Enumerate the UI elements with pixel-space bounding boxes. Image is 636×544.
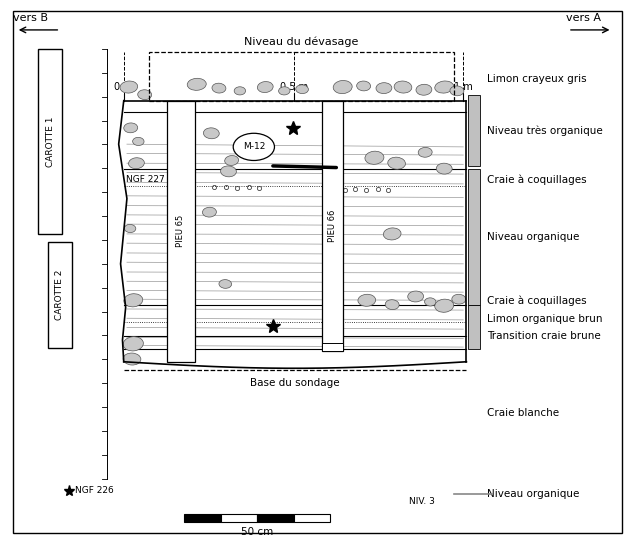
Bar xyxy=(167,101,195,362)
Text: 0 m: 0 m xyxy=(114,83,133,92)
Ellipse shape xyxy=(202,207,216,217)
Ellipse shape xyxy=(388,157,406,169)
Text: Limon organique brun: Limon organique brun xyxy=(487,314,603,324)
Text: NGF 227: NGF 227 xyxy=(126,175,164,184)
Ellipse shape xyxy=(123,353,141,365)
Ellipse shape xyxy=(221,166,237,177)
Ellipse shape xyxy=(279,86,290,95)
Ellipse shape xyxy=(435,81,453,93)
Ellipse shape xyxy=(425,298,436,306)
Text: Base du sondage: Base du sondage xyxy=(251,378,340,388)
Polygon shape xyxy=(124,101,466,368)
Ellipse shape xyxy=(408,291,424,302)
Ellipse shape xyxy=(436,163,452,174)
Bar xyxy=(221,514,257,522)
Text: vers B: vers B xyxy=(13,13,48,23)
Text: 50 cm: 50 cm xyxy=(241,527,273,536)
Text: M-12: M-12 xyxy=(243,143,265,151)
Ellipse shape xyxy=(234,87,245,95)
Text: Niveau du dévasage: Niveau du dévasage xyxy=(244,37,359,47)
Bar xyxy=(322,101,343,351)
Ellipse shape xyxy=(133,137,144,146)
Ellipse shape xyxy=(125,224,136,233)
Bar xyxy=(293,514,330,522)
Ellipse shape xyxy=(452,294,466,304)
Bar xyxy=(149,52,453,101)
Ellipse shape xyxy=(450,86,464,96)
Bar xyxy=(322,343,343,351)
Text: Craie à coquillages: Craie à coquillages xyxy=(487,295,587,306)
Text: Limon crayeux gris: Limon crayeux gris xyxy=(487,74,587,84)
Bar xyxy=(467,169,480,305)
Ellipse shape xyxy=(385,300,399,310)
Text: Transition craie brune: Transition craie brune xyxy=(487,331,601,341)
Ellipse shape xyxy=(365,151,384,164)
Text: vers A: vers A xyxy=(566,13,601,23)
Bar xyxy=(467,95,480,166)
Text: Niveau organique: Niveau organique xyxy=(487,232,580,242)
Ellipse shape xyxy=(225,156,238,165)
Ellipse shape xyxy=(120,81,137,93)
Bar xyxy=(38,49,62,234)
Ellipse shape xyxy=(376,83,392,94)
Ellipse shape xyxy=(296,85,308,94)
Ellipse shape xyxy=(123,337,143,351)
Ellipse shape xyxy=(204,128,219,139)
Ellipse shape xyxy=(124,123,138,133)
Bar xyxy=(48,242,72,348)
Ellipse shape xyxy=(416,84,432,95)
Ellipse shape xyxy=(219,280,232,288)
Text: CAROTTE 2: CAROTTE 2 xyxy=(55,270,64,320)
Ellipse shape xyxy=(418,147,432,157)
Ellipse shape xyxy=(333,81,352,94)
Text: 2 inf.: 2 inf. xyxy=(469,318,478,336)
Text: Craie blanche: Craie blanche xyxy=(487,409,560,418)
Ellipse shape xyxy=(258,82,273,92)
Text: Craie à coquillages: Craie à coquillages xyxy=(487,174,587,185)
Text: CAROTTE 1: CAROTTE 1 xyxy=(46,116,55,166)
Bar xyxy=(257,514,293,522)
Text: NIV. 1: NIV. 1 xyxy=(469,120,478,141)
Ellipse shape xyxy=(187,78,206,90)
Ellipse shape xyxy=(435,299,453,312)
Text: NIV. 3: NIV. 3 xyxy=(409,497,434,506)
Text: PIEU 66: PIEU 66 xyxy=(328,209,337,242)
Text: Niveau organique: Niveau organique xyxy=(487,489,580,499)
Ellipse shape xyxy=(358,294,376,306)
Text: PIEU 65: PIEU 65 xyxy=(176,215,185,248)
Ellipse shape xyxy=(128,158,144,169)
Ellipse shape xyxy=(394,81,412,93)
Ellipse shape xyxy=(124,294,142,307)
Text: NIV. 2 sup.: NIV. 2 sup. xyxy=(469,217,478,257)
Ellipse shape xyxy=(233,133,275,160)
Ellipse shape xyxy=(138,90,151,100)
Bar xyxy=(467,305,480,349)
Text: NGF 226: NGF 226 xyxy=(75,486,114,495)
Text: 0,5 m: 0,5 m xyxy=(280,83,308,92)
Ellipse shape xyxy=(384,228,401,240)
Bar xyxy=(184,514,221,522)
Ellipse shape xyxy=(212,83,226,93)
Ellipse shape xyxy=(357,81,371,91)
Text: Niveau très organique: Niveau très organique xyxy=(487,125,603,136)
Text: 1 m: 1 m xyxy=(454,83,473,92)
